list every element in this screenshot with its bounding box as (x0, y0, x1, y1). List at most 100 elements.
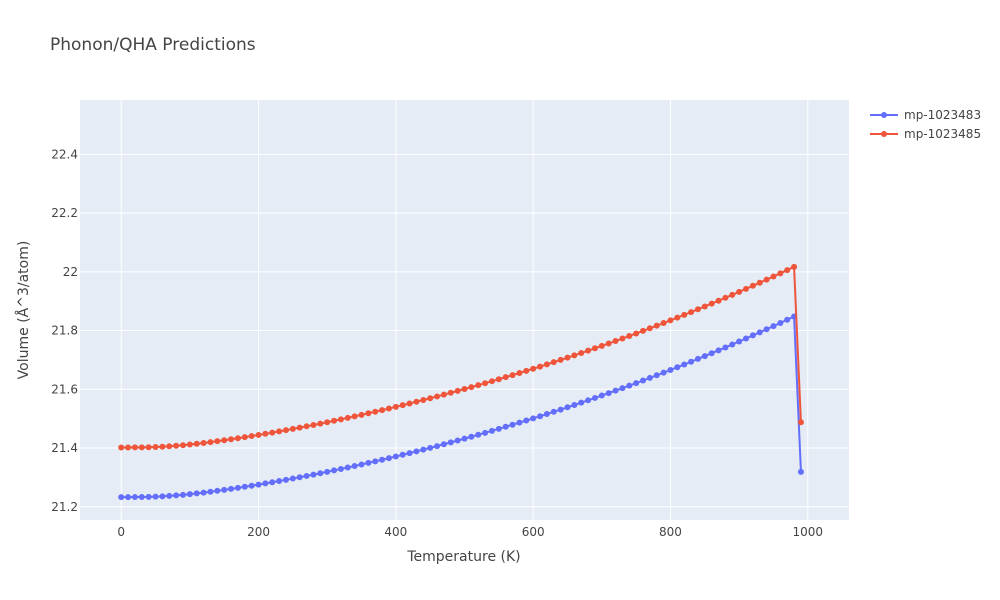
data-point (626, 332, 633, 339)
data-point (228, 485, 235, 492)
data-point (797, 468, 804, 475)
data-point (667, 366, 674, 373)
data-point (173, 442, 180, 449)
data-point (763, 276, 770, 283)
data-point (406, 400, 413, 407)
data-point (715, 297, 722, 304)
data-point (351, 413, 358, 420)
data-point (488, 427, 495, 434)
data-point (214, 487, 221, 494)
data-point (653, 372, 660, 379)
data-point (399, 451, 406, 458)
data-point (372, 458, 379, 465)
data-point (585, 347, 592, 354)
data-point (166, 443, 173, 450)
data-point (571, 401, 578, 408)
data-point (756, 329, 763, 336)
data-point (509, 421, 516, 428)
data-point (434, 393, 441, 400)
series-mp-1023483 (118, 313, 804, 501)
data-point (550, 408, 557, 415)
data-point (715, 347, 722, 354)
data-point (605, 390, 612, 397)
data-point (564, 404, 571, 411)
data-point (337, 416, 344, 423)
data-point (228, 436, 235, 443)
data-point (276, 478, 283, 485)
data-point (392, 403, 399, 410)
y-tick-label: 22.2 (51, 206, 78, 220)
data-point (468, 433, 475, 440)
data-point (537, 413, 544, 420)
legend-item[interactable]: mp-1023485 (870, 127, 981, 141)
y-tick-label: 22.4 (51, 147, 78, 161)
data-point (351, 462, 358, 469)
data-point (756, 279, 763, 286)
data-point (784, 316, 791, 323)
series-mp-1023485 (118, 263, 804, 451)
data-point (372, 408, 379, 415)
data-point (708, 300, 715, 307)
data-point (626, 382, 633, 389)
legend-swatch-marker (881, 131, 887, 137)
data-point (385, 405, 392, 412)
legend: mp-1023483 mp-1023485 (870, 108, 981, 141)
data-point (784, 267, 791, 274)
data-point (282, 427, 289, 434)
data-point (317, 470, 324, 477)
data-point (145, 444, 152, 451)
data-point (125, 444, 132, 451)
data-point (152, 493, 159, 500)
data-point (207, 439, 214, 446)
data-point (578, 350, 585, 357)
data-point (722, 294, 729, 301)
data-point (591, 394, 598, 401)
data-point (688, 309, 695, 316)
data-point (454, 387, 461, 394)
data-point (550, 359, 557, 366)
data-point (516, 370, 523, 376)
data-point (413, 398, 420, 405)
data-point (440, 441, 447, 448)
data-point (317, 420, 324, 427)
data-point (282, 476, 289, 483)
data-point (633, 330, 640, 337)
data-point (166, 492, 173, 499)
data-point (564, 354, 571, 361)
data-point (516, 419, 523, 426)
data-point (591, 345, 598, 352)
series-group (118, 263, 804, 501)
data-point (763, 326, 770, 333)
data-point (777, 270, 784, 277)
data-point (770, 273, 777, 280)
data-point (743, 285, 750, 292)
data-point (447, 439, 454, 446)
data-point (447, 389, 454, 396)
data-point (612, 387, 619, 394)
y-tick-label: 21.4 (51, 441, 78, 455)
data-point (303, 423, 310, 430)
data-point (585, 397, 592, 404)
data-point (722, 344, 729, 351)
legend-item[interactable]: mp-1023483 (870, 108, 981, 122)
data-point (276, 428, 283, 435)
data-point (310, 421, 317, 428)
data-point (344, 414, 351, 421)
data-point (729, 291, 736, 298)
data-point (523, 367, 530, 374)
data-point (179, 442, 186, 449)
data-point (331, 417, 338, 424)
data-point (646, 325, 653, 332)
data-point (770, 323, 777, 330)
data-point (214, 438, 221, 445)
data-point (694, 355, 701, 362)
data-point (502, 374, 509, 381)
data-point (193, 490, 200, 497)
data-point (688, 358, 695, 365)
data-point (749, 282, 756, 289)
data-point (619, 335, 626, 342)
data-point (434, 443, 441, 450)
data-point (358, 461, 365, 468)
data-point (324, 468, 331, 475)
